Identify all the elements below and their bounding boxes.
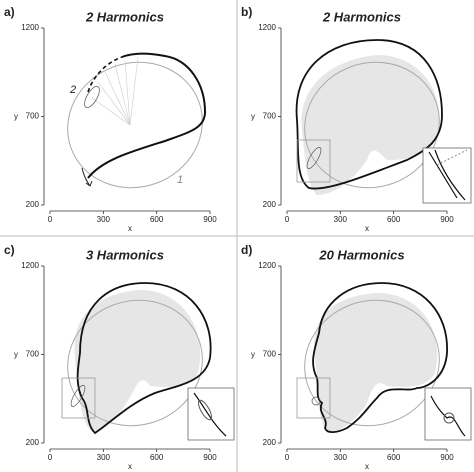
- x-tick-label: 900: [440, 215, 454, 224]
- x-axis-label: x: [365, 462, 369, 471]
- chart-title: 2 Harmonics: [322, 9, 401, 24]
- y-tick-label: 200: [263, 438, 277, 447]
- x-tick-label: 900: [203, 453, 217, 462]
- annotation: 2: [69, 84, 76, 96]
- x-axis-label: x: [128, 224, 132, 233]
- panel-label: a): [4, 5, 15, 19]
- y-tick-label: 1200: [258, 23, 276, 32]
- outline-b: [295, 39, 472, 204]
- x-tick-label: 600: [387, 215, 401, 224]
- y-axis-label: y: [251, 112, 255, 121]
- y-tick-label: 200: [263, 200, 277, 209]
- y-axis-label: y: [251, 350, 255, 359]
- x-tick-label: 600: [387, 453, 401, 462]
- x-tick-label: 300: [97, 453, 111, 462]
- y-tick-label: 1200: [21, 261, 39, 270]
- y-tick-label: 1200: [21, 23, 39, 32]
- x-axis-label: x: [365, 224, 369, 233]
- outline-c: [61, 282, 235, 441]
- y-tick-label: 1200: [258, 261, 276, 270]
- chart-title: 2 Harmonics: [85, 9, 164, 24]
- x-tick-label: 0: [48, 215, 53, 224]
- x-tick-label: 600: [150, 453, 164, 462]
- x-tick-label: 300: [334, 215, 348, 224]
- x-tick-label: 900: [440, 453, 454, 462]
- outline-a: [67, 52, 207, 189]
- y-axis-label: y: [14, 112, 18, 121]
- y-tick-label: 700: [26, 350, 40, 359]
- panel-label: d): [241, 243, 252, 257]
- x-tick-label: 900: [203, 215, 217, 224]
- x-axis-label: x: [128, 462, 132, 471]
- panel-label: c): [4, 243, 15, 257]
- y-tick-label: 200: [26, 200, 40, 209]
- panel-label: b): [241, 5, 252, 19]
- annotation: 1: [177, 174, 183, 186]
- x-tick-label: 0: [48, 453, 53, 462]
- x-tick-label: 600: [150, 215, 164, 224]
- y-tick-label: 700: [263, 350, 277, 359]
- chart-title: 20 Harmonics: [318, 247, 404, 262]
- outline-d: [296, 282, 472, 441]
- x-tick-label: 300: [97, 215, 111, 224]
- y-tick-label: 700: [263, 112, 277, 121]
- chart-title: 3 Harmonics: [86, 247, 164, 262]
- x-tick-label: 300: [334, 453, 348, 462]
- y-axis-label: y: [14, 350, 18, 359]
- y-tick-label: 700: [26, 112, 40, 121]
- y-tick-label: 200: [26, 438, 40, 447]
- x-tick-label: 0: [285, 215, 290, 224]
- x-tick-label: 0: [285, 453, 290, 462]
